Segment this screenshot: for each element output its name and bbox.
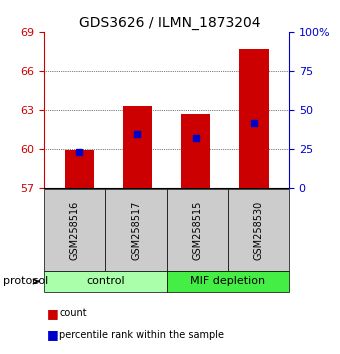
Text: ■: ■ [47, 307, 58, 320]
Bar [181, 114, 210, 188]
Text: count: count [59, 308, 87, 318]
Text: protocol: protocol [3, 276, 49, 286]
Bar [65, 150, 94, 188]
Text: control: control [86, 276, 125, 286]
Text: GSM258515: GSM258515 [192, 200, 202, 260]
Text: MIF depletion: MIF depletion [190, 276, 265, 286]
Text: GDS3626 / ILMN_1873204: GDS3626 / ILMN_1873204 [79, 16, 261, 30]
Text: GSM258516: GSM258516 [70, 200, 80, 260]
Text: ■: ■ [47, 328, 58, 341]
Text: percentile rank within the sample: percentile rank within the sample [59, 330, 224, 339]
Text: GSM258517: GSM258517 [131, 200, 141, 260]
Text: GSM258530: GSM258530 [253, 200, 264, 260]
Bar [123, 106, 152, 188]
Bar [239, 49, 269, 188]
